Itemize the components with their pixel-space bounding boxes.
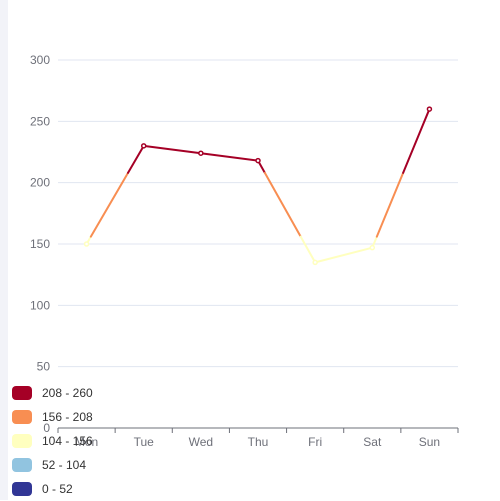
legend-swatch — [12, 410, 32, 424]
x-tick-label: Sat — [363, 435, 382, 449]
legend-swatch — [12, 386, 32, 400]
x-tick-label: Tue — [134, 435, 155, 449]
legend-item[interactable]: 156 - 208 — [12, 405, 93, 429]
data-point — [83, 241, 90, 247]
y-tick-label: 0 — [43, 421, 50, 435]
data-point — [426, 106, 433, 112]
y-tick-label: 100 — [30, 298, 50, 312]
series-line-segment — [299, 235, 317, 264]
series-line-segment — [375, 171, 405, 238]
legend-label: 52 - 104 — [42, 458, 87, 472]
y-axis: 0 50 100 150 200 250 300 — [30, 53, 50, 435]
data-point — [255, 157, 261, 164]
series-line-segment — [199, 152, 259, 162]
data-point — [198, 150, 204, 156]
legend-label: 0 - 52 — [42, 482, 73, 496]
series-line-segment — [89, 171, 129, 238]
x-axis: Mon Tue Wed Thu Fri Sat Sun — [57, 427, 459, 449]
series-line-segment — [263, 171, 302, 238]
series-line-segment — [127, 144, 145, 174]
x-tick-label: Mon — [75, 435, 98, 449]
legend-item[interactable]: 104 - 156 — [12, 429, 93, 453]
series-line-segment — [142, 144, 202, 155]
left-border-strip — [0, 0, 8, 500]
legend-label: 104 - 156 — [42, 434, 93, 448]
y-tick-label: 250 — [30, 114, 50, 128]
series-line — [85, 108, 431, 264]
x-tick-label: Wed — [189, 435, 213, 449]
legend-item[interactable]: 52 - 104 — [12, 453, 93, 477]
series-line-segment — [314, 246, 374, 264]
data-point — [140, 143, 147, 149]
y-tick-label: 200 — [30, 176, 50, 190]
legend-item[interactable]: 208 - 260 — [12, 381, 93, 405]
legend-label: 156 - 208 — [42, 410, 93, 424]
series-line-segment — [402, 108, 431, 174]
legend-swatch — [12, 458, 32, 472]
x-tick-label: Thu — [248, 435, 269, 449]
x-tick-label: Fri — [308, 435, 322, 449]
legend-swatch — [12, 434, 32, 448]
data-point — [369, 244, 376, 251]
x-tick-label: Sun — [419, 435, 440, 449]
y-tick-label: 50 — [37, 360, 51, 374]
data-points — [83, 106, 433, 266]
y-tick-label: 300 — [30, 53, 50, 67]
legend-swatch — [12, 482, 32, 496]
data-point — [312, 259, 318, 266]
legend-label: 208 - 260 — [42, 386, 93, 400]
grid-lines — [58, 59, 458, 368]
visual-map-legend: 208 - 260 156 - 208 104 - 156 52 - 104 0 - 5… — [12, 381, 93, 501]
y-tick-label: 150 — [30, 237, 50, 251]
legend-item[interactable]: 0 - 52 — [12, 477, 93, 501]
